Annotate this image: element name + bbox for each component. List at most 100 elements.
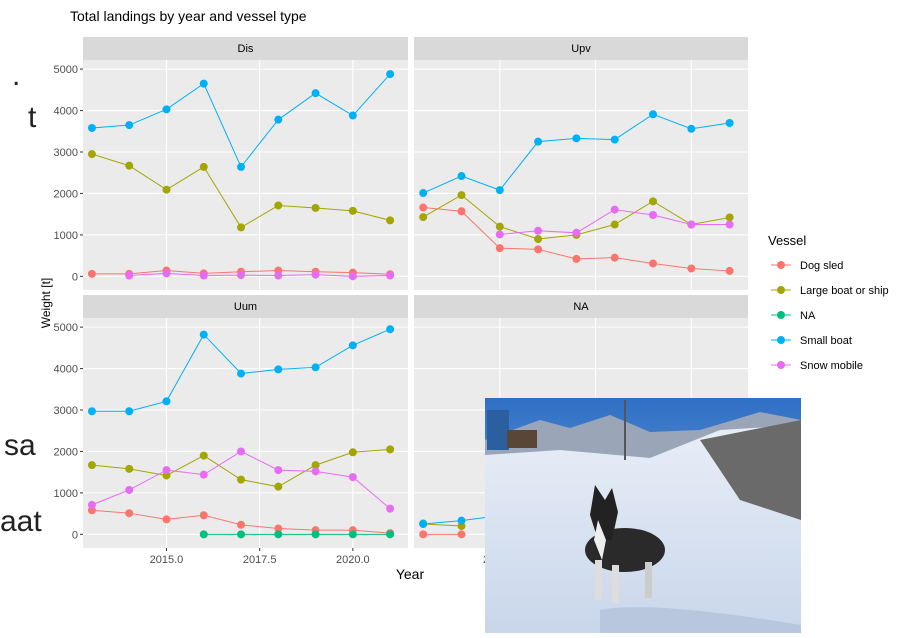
facet-label: Upv <box>571 43 591 55</box>
data-point <box>386 216 394 224</box>
photo-house <box>487 410 509 450</box>
legend-swatch <box>777 286 785 294</box>
legend-swatch <box>777 311 785 319</box>
data-point <box>312 467 320 475</box>
data-point <box>419 530 427 538</box>
y-tick-label: 5000 <box>54 322 78 334</box>
data-point <box>726 213 734 221</box>
data-point <box>125 121 133 129</box>
data-point <box>125 509 133 517</box>
y-axis-label: Weight [t] <box>39 278 53 328</box>
data-point <box>237 530 245 538</box>
data-point <box>611 206 619 214</box>
data-point <box>162 186 170 194</box>
data-point <box>237 370 245 378</box>
chart-title: Total landings by year and vessel type <box>70 8 307 24</box>
data-point <box>200 271 208 279</box>
x-tick-label: 2020.0 <box>336 554 370 566</box>
y-tick-label: 4000 <box>54 106 78 118</box>
data-point <box>419 189 427 197</box>
facet-label: Uum <box>234 301 257 313</box>
data-point <box>649 197 657 205</box>
data-point <box>237 271 245 279</box>
data-point <box>349 473 357 481</box>
data-point <box>386 530 394 538</box>
data-point <box>687 125 695 133</box>
data-point <box>496 230 504 238</box>
data-point <box>687 221 695 229</box>
slide-text: sa <box>4 429 36 462</box>
data-point <box>649 259 657 267</box>
data-point <box>419 213 427 221</box>
legend-label: Dog sled <box>800 260 843 272</box>
data-point <box>312 204 320 212</box>
data-point <box>125 486 133 494</box>
data-point <box>162 105 170 113</box>
slide-text: t <box>28 101 37 134</box>
y-tick-label: 1000 <box>54 230 78 242</box>
y-tick-label: 1000 <box>54 488 78 500</box>
data-point <box>162 515 170 523</box>
y-tick-label: 0 <box>72 529 78 541</box>
data-point <box>611 221 619 229</box>
data-point <box>572 134 580 142</box>
data-point <box>349 341 357 349</box>
data-point <box>457 530 465 538</box>
legend-label: Snow mobile <box>800 360 863 372</box>
data-point <box>125 465 133 473</box>
data-point <box>649 211 657 219</box>
data-point <box>237 476 245 484</box>
data-point <box>88 407 96 415</box>
data-point <box>88 461 96 469</box>
legend-label: Small boat <box>800 335 852 347</box>
data-point <box>200 163 208 171</box>
data-point <box>274 116 282 124</box>
data-point <box>88 270 96 278</box>
data-point <box>237 163 245 171</box>
data-point <box>312 530 320 538</box>
data-point <box>349 207 357 215</box>
data-point <box>386 325 394 333</box>
x-tick-label: 2017.5 <box>243 554 277 566</box>
data-point <box>200 452 208 460</box>
data-point <box>349 448 357 456</box>
data-point <box>726 221 734 229</box>
y-tick-label: 5000 <box>54 64 78 76</box>
data-point <box>726 267 734 275</box>
legend-label: NA <box>800 310 816 322</box>
data-point <box>572 229 580 237</box>
data-point <box>386 505 394 513</box>
data-point <box>88 150 96 158</box>
slide-text: aat <box>0 505 42 538</box>
slide: . t sa aat Total landings by year and ve… <box>0 0 916 633</box>
facet-label: NA <box>573 301 589 313</box>
data-point <box>237 447 245 455</box>
data-point <box>687 264 695 272</box>
data-point <box>349 112 357 120</box>
y-tick-label: 2000 <box>54 446 78 458</box>
data-point <box>386 70 394 78</box>
data-point <box>200 80 208 88</box>
data-point <box>274 483 282 491</box>
photo-dog-leg <box>645 562 652 598</box>
data-point <box>237 521 245 529</box>
data-point <box>200 511 208 519</box>
data-point <box>162 269 170 277</box>
data-point <box>200 530 208 538</box>
y-tick-label: 0 <box>72 271 78 283</box>
data-point <box>496 244 504 252</box>
data-point <box>534 235 542 243</box>
panel-background <box>83 60 408 290</box>
data-point <box>274 201 282 209</box>
data-point <box>457 517 465 525</box>
legend-title: Vessel <box>768 233 806 248</box>
data-point <box>88 124 96 132</box>
data-point <box>312 363 320 371</box>
data-point <box>534 245 542 253</box>
data-point <box>386 445 394 453</box>
data-point <box>534 138 542 146</box>
data-point <box>125 162 133 170</box>
panel: Upv <box>414 37 748 290</box>
